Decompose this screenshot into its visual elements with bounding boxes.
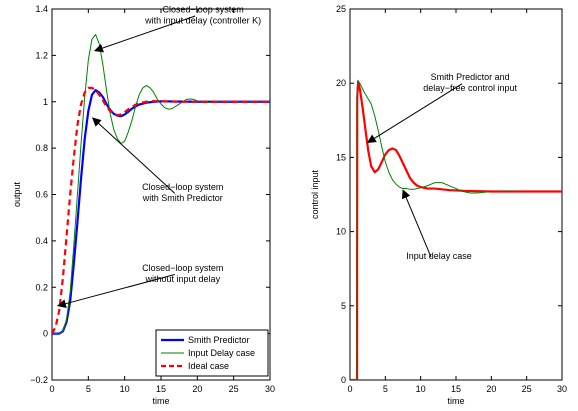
output-plot: 0 5 10 15 20 25 30−0.200.20.40.60.811.21.4time…: [12, 4, 275, 406]
x-tick-label: 5: [383, 384, 388, 394]
x-tick-label: 0: [347, 384, 352, 394]
annotation-arrow: [366, 83, 463, 144]
annotation-text: Closed−loop system: [142, 182, 223, 192]
series-line: [350, 79, 562, 380]
annotation-text: Closed−loop system: [162, 4, 243, 14]
x-tick-label: 10: [120, 384, 130, 394]
annotation-arrow: [92, 117, 176, 194]
y-tick-label: 10: [336, 227, 346, 237]
y-tick-label: 25: [336, 4, 346, 14]
series-line: [52, 34, 270, 335]
series-line: [52, 86, 270, 335]
y-tick-label: 1.2: [35, 50, 48, 60]
x-tick-label: 25: [522, 384, 532, 394]
x-tick-label: 15: [451, 384, 461, 394]
x-tick-label: 30: [265, 384, 275, 394]
y-axis-label: output: [12, 181, 22, 207]
legend-box: [155, 329, 269, 377]
y-tick-label: 5: [341, 301, 346, 311]
annotation-text: Closed−loop system: [142, 263, 223, 273]
axes-frame: [51, 8, 271, 381]
x-tick-label: 15: [156, 384, 166, 394]
y-tick-label: −0.2: [30, 375, 48, 385]
y-tick-label: 0: [43, 329, 48, 339]
y-tick-label: 20: [336, 78, 346, 88]
x-axis-label: time: [447, 396, 464, 406]
y-tick-label: 0.2: [35, 282, 48, 292]
x-tick-label: 10: [416, 384, 426, 394]
x-axis-label: time: [152, 396, 169, 406]
annotation-arrow: [56, 274, 175, 309]
control-input-plot: 0 5 10 15 20 25 30 0 5 10 15 20 25 time control input S…: [310, 4, 567, 406]
x-tick-label: 20: [486, 384, 496, 394]
y-tick-label: 0.8: [35, 143, 48, 153]
annotation-text: with Smith Predictor: [142, 193, 223, 203]
annotation-arrow: [94, 15, 196, 53]
x-tick-label: 5: [86, 384, 91, 394]
series-line: [350, 80, 562, 380]
y-tick-label: 15: [336, 152, 346, 162]
y-tick-label: 0: [341, 375, 346, 385]
legend: Smith Predictor Input Delay case Ideal cas…: [155, 329, 269, 377]
legend-label: Smith Predictor: [188, 335, 250, 345]
legend-label: Ideal case: [188, 361, 229, 371]
legend-label: Input Delay case: [188, 348, 255, 358]
y-tick-label: 0.6: [35, 190, 48, 200]
x-tick-label: 25: [229, 384, 239, 394]
annotation-text: with input delay (controller K): [144, 15, 261, 25]
annotation-text: Input delay case: [406, 251, 472, 261]
annotation-text: Smith Predictor and: [431, 72, 510, 82]
x-tick-label: 0: [49, 384, 54, 394]
y-tick-label: 1.4: [35, 4, 48, 14]
y-tick-label: 0.4: [35, 236, 48, 246]
y-tick-label: 1: [43, 97, 48, 107]
annotation-text: delay−free control input: [423, 83, 517, 93]
axes-frame: [349, 8, 563, 381]
annotation-arrow: [401, 189, 432, 258]
annotation-text: without input delay: [145, 274, 221, 284]
x-tick-label: 20: [192, 384, 202, 394]
x-tick-label: 30: [557, 384, 567, 394]
y-axis-label: control input: [310, 169, 320, 219]
